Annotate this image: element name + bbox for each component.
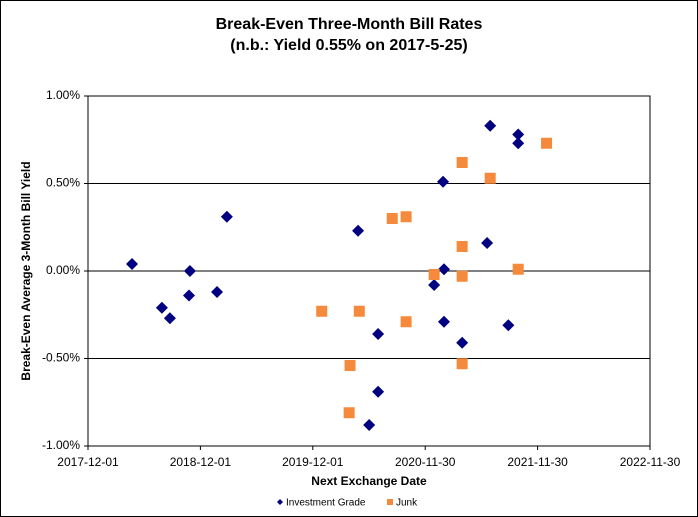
point [343, 407, 355, 419]
point [437, 315, 450, 328]
chart-subtitle: (n.b.: Yield 0.55% on 2017-5-25) [230, 37, 467, 54]
point [512, 263, 524, 275]
point [344, 360, 356, 371]
point [386, 213, 398, 224]
point [155, 301, 168, 314]
x-tick-label: 2019-12-01 [282, 455, 344, 469]
point [163, 312, 176, 325]
x-tick-label: 2018-12-01 [170, 455, 232, 469]
point [502, 319, 515, 332]
point [363, 419, 376, 431]
point [456, 270, 468, 282]
point [428, 279, 441, 291]
point [437, 175, 450, 188]
point [353, 305, 365, 317]
point [352, 224, 365, 237]
point [220, 210, 233, 223]
legend-marker [277, 499, 283, 505]
point [456, 157, 468, 168]
x-tick-label: 2020-11-30 [395, 455, 456, 469]
point [126, 258, 139, 270]
point [400, 211, 412, 223]
y-tick-label: 1.00% [46, 88, 80, 102]
legend-label: Investment Grade [286, 498, 366, 509]
point [481, 237, 494, 249]
point [456, 358, 468, 370]
y-tick-label: -1.00% [42, 438, 80, 452]
point [428, 269, 440, 280]
y-tick-label: -0.50% [42, 351, 80, 365]
point [437, 263, 450, 276]
point [372, 328, 385, 340]
point [183, 289, 196, 302]
chart-title: Break-Even Three-Month Bill Rates [216, 16, 483, 33]
y-axis-title: Break-Even Average 3-Month Bill Yield [19, 161, 33, 380]
x-axis-title: Next Exchange Date [311, 474, 427, 488]
point [456, 241, 468, 252]
x-tick-label: 2022-11-30 [620, 455, 681, 469]
point [372, 385, 385, 398]
legend-label: Junk [396, 498, 418, 509]
point [541, 137, 553, 149]
point [183, 265, 196, 277]
point [456, 336, 469, 349]
point [211, 286, 224, 298]
point [400, 316, 412, 328]
point [512, 137, 525, 150]
legend-marker [387, 499, 393, 505]
x-tick-label: 2017-12-01 [57, 455, 119, 469]
point [484, 119, 497, 132]
point [512, 128, 525, 141]
y-tick-label: 0.00% [46, 263, 80, 277]
y-tick-label: 0.50% [46, 176, 80, 190]
point [316, 305, 328, 317]
x-tick-label: 2021-11-30 [507, 455, 568, 469]
point [484, 172, 496, 184]
